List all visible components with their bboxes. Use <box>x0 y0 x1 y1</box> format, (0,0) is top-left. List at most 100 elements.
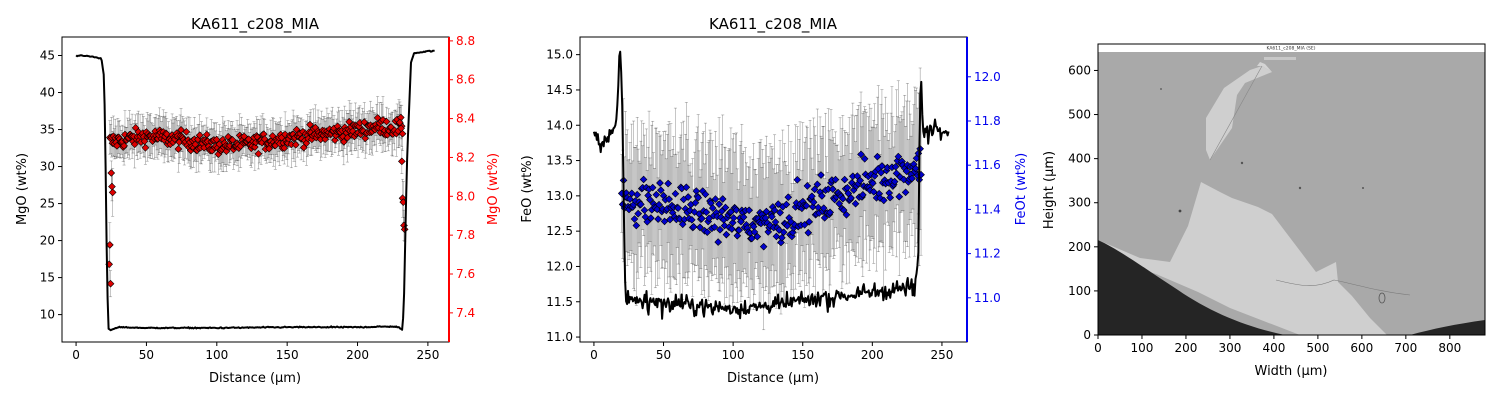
feo-data-point <box>682 183 691 192</box>
mgo-x-tick-label: 50 <box>139 348 154 362</box>
mgo-chart-title: KA611_c208_MIA <box>191 15 320 34</box>
mgo-data-point <box>141 143 150 152</box>
feo-data-point <box>788 232 796 241</box>
feo-y-right-tick-label: 11.8 <box>974 114 1001 128</box>
feo-data-point <box>892 169 901 178</box>
mgo-y-right-tick-label: 8.2 <box>456 150 475 164</box>
sem-x-ticks: 0 100 200 300 400 500 600 700 800 <box>1094 335 1461 355</box>
feo-data-point <box>851 199 860 208</box>
feo-data-point <box>728 218 737 227</box>
feo-data-point <box>819 204 828 212</box>
mgo-x-axis-label: Distance (µm) <box>209 371 301 386</box>
feo-data-point <box>666 215 674 224</box>
sem-x-tick-label: 400 <box>1262 341 1285 355</box>
feo-data-point <box>655 200 663 209</box>
feo-data-point <box>657 186 665 195</box>
mgo-x-tick-label: 200 <box>346 348 369 362</box>
feo-data-point <box>647 214 655 222</box>
mgo-data-point <box>195 131 204 140</box>
feo-data-point <box>859 191 867 199</box>
feo-data-point <box>764 228 773 236</box>
feo-data-point <box>890 177 899 186</box>
mgo-data-point <box>162 130 171 138</box>
mgo-y-right-tick-label: 7.6 <box>456 267 475 281</box>
feo-data-point <box>710 223 719 231</box>
mgo-y-right-tick-label: 8.0 <box>456 189 475 203</box>
feo-data-point <box>778 233 786 242</box>
feo-y-right-tick-label: 11.2 <box>974 247 1001 261</box>
feo-data-point <box>652 190 661 199</box>
sem-speck <box>1178 209 1182 213</box>
sem-crack-line <box>1209 65 1263 161</box>
mgo-y-tick-label: 35 <box>40 123 55 137</box>
feo-y-right-tick-label: 11.6 <box>974 158 1001 172</box>
feo-data-point <box>835 199 844 208</box>
feo-plot-area <box>592 50 950 331</box>
feo-data-point <box>656 179 664 187</box>
feo-data-point <box>840 175 849 184</box>
feo-data-point <box>729 214 738 222</box>
feo-data-point <box>686 206 694 215</box>
feo-data-point <box>857 150 865 159</box>
feo-data-point <box>762 207 771 216</box>
mgo-data-point <box>177 126 185 134</box>
feo-data-point <box>826 208 834 217</box>
feo-data-point <box>782 200 791 209</box>
mgo-data-point <box>395 118 404 127</box>
mgo-y-tick-label: 20 <box>40 234 55 248</box>
mgo-y-right-tick-label: 8.8 <box>456 34 475 48</box>
feo-data-point <box>630 215 639 223</box>
feo-data-point <box>805 218 813 226</box>
feo-data-point <box>817 171 825 179</box>
sem-scale-text <box>1264 57 1296 60</box>
feo-data-point <box>626 195 634 203</box>
feo-data-point <box>759 242 768 251</box>
mgo-data-point <box>203 130 211 139</box>
feo-data-point <box>810 185 819 194</box>
feo-y-tick-label: 11.0 <box>546 330 573 344</box>
mgo-x-tick-label: 150 <box>276 348 299 362</box>
feo-data-point <box>779 228 788 237</box>
feo-data-point <box>877 168 885 177</box>
feo-data-point <box>831 175 840 184</box>
mgo-plot-area <box>75 49 435 332</box>
sem-image-caption: KA611_c208_MIA (SE) <box>1266 46 1315 52</box>
feo-data-point <box>678 220 687 229</box>
feo-data-point <box>844 189 853 198</box>
feo-data-point <box>784 193 793 202</box>
feo-data-point <box>727 208 735 216</box>
sem-y-tick-label: 400 <box>1068 152 1091 166</box>
mgo-profile-line <box>75 49 435 332</box>
mgo-data-point <box>382 117 391 126</box>
feo-data-point <box>895 192 904 201</box>
sem-speck <box>1362 187 1364 189</box>
feo-data-point <box>674 204 682 212</box>
mgo-x-ticks: 0 50 100 150 200 250 <box>72 342 439 362</box>
mgo-y-ticks: 10 15 20 25 30 35 40 45 <box>40 49 62 322</box>
feo-chart-title: KA611_c208_MIA <box>709 15 838 34</box>
mgo-data-point <box>321 135 329 144</box>
feo-data-point <box>696 223 704 232</box>
mgo-y-tick-label: 15 <box>40 271 55 285</box>
feo-data-point <box>783 222 792 230</box>
feo-data-point <box>684 193 692 201</box>
feo-data-point <box>640 206 649 215</box>
feo-y-axis-label: FeO (wt%) <box>520 155 535 222</box>
mgo-y-right-tick-label: 8.4 <box>456 112 475 126</box>
sem-x-tick-label: 0 <box>1094 341 1102 355</box>
feo-data-point <box>701 190 710 199</box>
mgo-data-point <box>340 138 348 146</box>
feo-data-point <box>809 198 818 207</box>
mgo-y-tick-label: 30 <box>40 160 55 174</box>
sem-dark-region-right <box>1410 320 1485 335</box>
feo-data-point <box>653 205 662 214</box>
sem-fracture-line <box>1275 279 1411 296</box>
feo-data-point <box>687 216 696 224</box>
mgo-y-tick-label: 25 <box>40 197 55 211</box>
feo-data-point <box>800 220 809 229</box>
feo-x-tick-label: 200 <box>861 348 884 362</box>
mgo-data-point <box>140 137 149 146</box>
feo-data-point <box>660 217 669 226</box>
